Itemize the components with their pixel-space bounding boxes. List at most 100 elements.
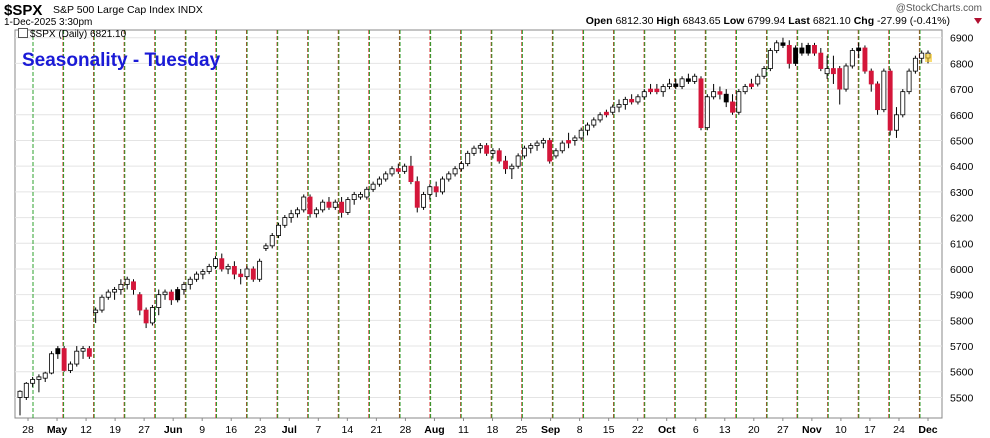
candle-body xyxy=(748,83,754,87)
candle-body xyxy=(660,86,666,93)
candle-body xyxy=(679,78,685,87)
candle xyxy=(667,78,672,90)
candle xyxy=(225,263,231,275)
down-arrow-icon xyxy=(974,18,982,24)
x-tick-label: Nov xyxy=(802,424,822,436)
low-label: Low xyxy=(723,15,745,27)
x-tick-label: Jul xyxy=(282,424,297,436)
candle xyxy=(288,209,294,223)
candle xyxy=(326,197,332,210)
candle-body xyxy=(452,168,458,175)
candle xyxy=(414,176,420,213)
candle-body xyxy=(515,155,521,167)
candle xyxy=(49,351,54,375)
x-tick-label: 20 xyxy=(748,424,760,436)
candle xyxy=(679,76,685,90)
candle-body xyxy=(780,42,786,46)
candle xyxy=(376,176,382,187)
candle xyxy=(755,73,761,87)
candle xyxy=(837,65,843,105)
y-tick-label: 5800 xyxy=(950,315,974,327)
candle xyxy=(547,137,553,164)
y-tick-label: 6400 xyxy=(950,161,974,173)
x-tick-label: 23 xyxy=(254,424,266,436)
candle xyxy=(131,279,136,295)
symbol-label: $SPX xyxy=(4,2,43,19)
candle xyxy=(805,42,811,56)
candle-body xyxy=(124,278,130,285)
candle-body xyxy=(376,178,382,185)
candle-body xyxy=(528,145,534,149)
ohlc-readout: Open 6812.30 High 6843.65 Low 6799.94 La… xyxy=(586,15,950,27)
candle-body xyxy=(534,142,540,147)
candle-body xyxy=(540,140,546,144)
open-label: Open xyxy=(585,15,613,27)
candle-body xyxy=(894,114,899,131)
x-tick-label: 8 xyxy=(577,424,583,436)
candle-body xyxy=(339,201,345,213)
candle-body xyxy=(17,390,23,398)
chart-legend: $SPX (Daily) 6821.10 xyxy=(18,28,126,40)
candle-body xyxy=(484,145,490,154)
y-tick-label: 6600 xyxy=(950,110,974,122)
candle xyxy=(124,276,130,290)
candle-body xyxy=(919,52,925,59)
candle-body xyxy=(370,183,376,190)
x-tick-label: 19 xyxy=(109,424,121,436)
candle-body xyxy=(288,213,294,218)
candle-body xyxy=(408,165,414,183)
candle xyxy=(635,94,641,105)
high-label: High xyxy=(656,15,680,27)
y-tick-label: 6900 xyxy=(950,33,974,45)
candle-body xyxy=(786,45,792,64)
low-value: 6799.94 xyxy=(747,15,786,27)
candle xyxy=(269,232,275,249)
candle xyxy=(458,161,464,172)
candle xyxy=(137,292,143,316)
candle xyxy=(74,346,80,367)
candle xyxy=(553,148,559,159)
candle-body xyxy=(421,194,427,208)
x-tick-label: 27 xyxy=(138,424,150,436)
y-tick-label: 6800 xyxy=(950,58,974,70)
candle xyxy=(181,281,187,295)
candle xyxy=(521,145,527,159)
candle-body xyxy=(698,78,704,129)
candle-body xyxy=(641,91,647,98)
candle xyxy=(175,286,181,303)
candle-body xyxy=(610,106,616,113)
candle-body xyxy=(414,181,420,208)
x-tick-label: 6 xyxy=(693,424,699,436)
candle xyxy=(660,83,666,97)
candle-body xyxy=(49,353,54,374)
candle xyxy=(30,376,36,388)
candle-body xyxy=(36,376,42,380)
candle-body xyxy=(168,291,174,301)
candle xyxy=(213,256,218,269)
candle-body xyxy=(774,42,780,51)
security-name: S&P 500 Large Cap Index INDX xyxy=(53,4,203,16)
candle-body xyxy=(276,224,281,236)
candle xyxy=(698,76,704,131)
candle-body xyxy=(181,283,187,290)
candle xyxy=(616,99,622,113)
x-tick-label: 28 xyxy=(400,424,412,436)
candle-body xyxy=(824,68,830,75)
candle xyxy=(162,289,168,300)
candle xyxy=(484,143,490,156)
x-tick-label: 11 xyxy=(458,424,469,436)
last-price-marker xyxy=(925,54,932,63)
candle-body xyxy=(194,273,200,280)
candle-body xyxy=(692,75,698,82)
candle xyxy=(730,94,735,115)
candle-body xyxy=(74,350,80,365)
x-tick-label: 16 xyxy=(225,424,237,436)
candle-body xyxy=(162,291,168,296)
chg-label: Chg xyxy=(853,15,875,27)
x-tick-label: Jun xyxy=(164,424,183,436)
candle xyxy=(862,45,868,74)
candle-body xyxy=(269,235,275,247)
candle-body xyxy=(818,52,824,69)
candle xyxy=(370,181,376,192)
